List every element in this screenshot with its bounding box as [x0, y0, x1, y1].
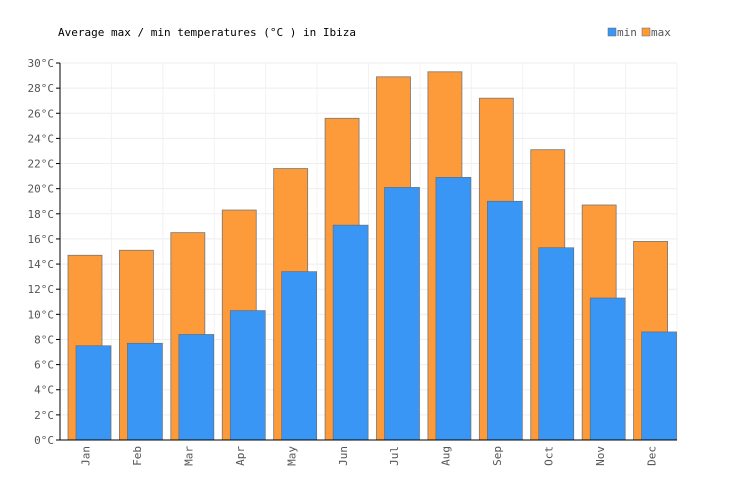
bar-min-jul	[384, 187, 420, 441]
y-tick-label: 18°C	[28, 208, 55, 221]
legend-swatch-min	[607, 27, 617, 37]
x-tick-label-aug: Aug	[440, 446, 453, 466]
x-tick-label-feb: Feb	[131, 446, 144, 466]
y-tick-label: 10°C	[28, 308, 55, 321]
bar-min-aug	[435, 177, 472, 441]
x-tick-label-jan: Jan	[80, 446, 93, 466]
y-tick-label: 28°C	[28, 82, 55, 95]
x-tick-label-dec: Dec	[645, 446, 658, 466]
bar-min-apr	[229, 310, 266, 441]
bar-min-may	[281, 271, 317, 441]
x-tick-label-nov: Nov	[594, 446, 607, 466]
x-tick-labels: Jan Feb Mar Apr May Jun Jul Aug Sep Oct Nov Dec	[80, 446, 659, 466]
x-tick-label-sep: Sep	[491, 446, 504, 466]
y-tick-label: 4°C	[34, 384, 54, 397]
y-tick-label: 16°C	[28, 233, 55, 246]
bar-min-oct	[538, 247, 575, 441]
bar-min-dec	[641, 331, 677, 441]
chart-title: Average max / min temperatures (°C ) in …	[58, 26, 356, 39]
legend-swatch-max	[641, 27, 651, 37]
grid	[59, 62, 678, 441]
x-tick-label-apr: Apr	[234, 446, 247, 466]
y-tick-label: 30°C	[28, 57, 55, 70]
bar-min-jan	[75, 345, 112, 441]
y-tick-label: 22°C	[28, 158, 55, 171]
axes	[59, 63, 677, 441]
bar-min-jun	[332, 224, 369, 441]
x-tick-label-jun: Jun	[337, 446, 350, 466]
bar-min-sep	[487, 200, 523, 441]
legend-label-min: min	[617, 26, 637, 39]
x-tick-label-mar: Mar	[183, 446, 196, 466]
y-tick-label: 2°C	[34, 409, 54, 422]
bar-min-feb	[127, 342, 163, 441]
legend: min max	[607, 26, 671, 39]
bar-min-nov	[589, 297, 626, 441]
y-tick-labels: 0°C 2°C 4°C 6°C 8°C 10°C 12°C 14°C 16°C 18°C 20°C 2…	[28, 57, 60, 447]
y-tick-label: 26°C	[28, 107, 55, 120]
bar-min-mar	[178, 334, 215, 441]
y-tick-label: 8°C	[34, 333, 54, 346]
y-tick-label: 14°C	[28, 258, 55, 271]
legend-label-max: max	[651, 26, 671, 39]
y-tick-label: 0°C	[34, 434, 54, 447]
x-tick-label-jul: Jul	[388, 446, 401, 466]
y-tick-label: 20°C	[28, 183, 55, 196]
x-tick-label-may: May	[285, 446, 298, 466]
x-tick-label-oct: Oct	[542, 446, 555, 466]
y-tick-label: 6°C	[34, 359, 54, 372]
y-tick-label: 24°C	[28, 132, 55, 145]
bars	[67, 71, 677, 441]
y-tick-label: 12°C	[28, 283, 55, 296]
